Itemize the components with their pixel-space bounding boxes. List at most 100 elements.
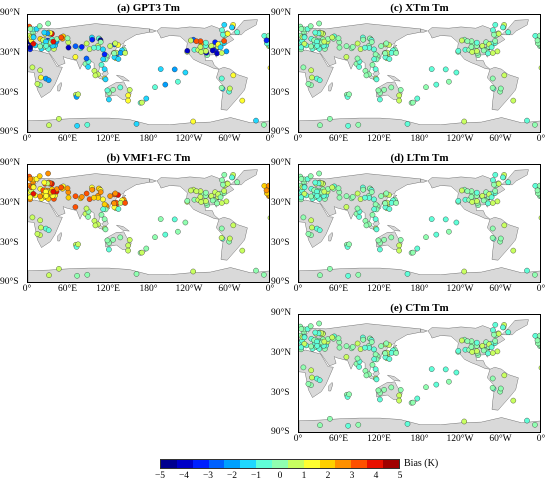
- station-marker: [363, 72, 370, 79]
- station-marker: [505, 29, 511, 36]
- map-canvas: [299, 19, 540, 132]
- station-marker: [428, 66, 435, 72]
- lat-label: 90°S: [0, 127, 19, 137]
- landmass: [420, 28, 428, 33]
- station-marker: [305, 231, 312, 237]
- station-marker: [371, 206, 377, 213]
- station-marker: [220, 31, 226, 38]
- station-marker: [65, 44, 72, 51]
- station-marker: [50, 38, 57, 45]
- station-marker: [171, 216, 178, 223]
- station-marker: [117, 234, 124, 241]
- station-marker: [321, 38, 328, 45]
- station-marker: [397, 87, 404, 93]
- station-marker: [193, 38, 200, 45]
- lon-label: 120°E: [367, 134, 391, 144]
- station-marker: [101, 66, 108, 73]
- panel-title: (b) VMF1-FC Tm: [106, 152, 191, 164]
- station-marker: [85, 64, 91, 70]
- station-marker: [209, 47, 216, 54]
- lon-label: 0°: [536, 284, 546, 294]
- lat-label: 90°N: [271, 158, 292, 168]
- station-marker: [538, 365, 540, 371]
- station-marker: [89, 186, 95, 193]
- station-marker: [314, 43, 320, 49]
- colorbar-segment: [287, 460, 304, 468]
- station-marker: [464, 338, 471, 345]
- lat-label: 30°N: [0, 198, 21, 208]
- station-marker: [190, 268, 196, 275]
- station-marker: [480, 47, 487, 54]
- station-marker: [489, 225, 496, 232]
- station-marker: [396, 392, 402, 399]
- station-marker: [43, 43, 49, 49]
- landmass: [149, 28, 157, 33]
- station-marker: [308, 217, 315, 224]
- station-marker: [139, 249, 145, 256]
- station-marker: [480, 197, 487, 204]
- station-marker: [175, 228, 181, 235]
- station-marker: [301, 190, 308, 197]
- station-marker: [371, 356, 377, 363]
- station-marker: [267, 65, 269, 71]
- station-marker: [453, 219, 460, 226]
- lon-label: 120°W: [175, 284, 203, 294]
- station-marker: [490, 27, 496, 33]
- station-marker: [510, 397, 517, 404]
- map-panel-d: (d) LTm Tm 90°N 30°N 30°S 90°S 0° 60°E 120°E 180…: [271, 152, 550, 299]
- station-marker: [534, 337, 540, 344]
- station-marker: [219, 177, 225, 183]
- station-marker: [335, 35, 342, 42]
- lat-label: 90°N: [271, 308, 292, 318]
- lon-label: 60°W: [218, 134, 241, 144]
- landmass: [299, 49, 334, 98]
- station-marker: [350, 44, 356, 50]
- station-marker: [72, 43, 79, 50]
- station-marker: [343, 354, 350, 360]
- station-marker: [453, 69, 460, 76]
- station-marker: [372, 51, 379, 58]
- station-marker: [335, 335, 342, 342]
- station-marker: [397, 237, 404, 243]
- station-marker: [162, 231, 169, 238]
- panel-title: (c) XTm Tm: [390, 2, 449, 14]
- station-marker: [230, 72, 237, 79]
- station-marker: [317, 272, 323, 278]
- station-marker: [489, 85, 496, 91]
- station-marker: [410, 249, 416, 256]
- station-marker: [536, 332, 540, 339]
- station-marker: [125, 92, 131, 99]
- station-marker: [393, 350, 399, 356]
- station-marker: [468, 344, 475, 350]
- station-marker: [396, 247, 402, 254]
- station-marker: [187, 37, 194, 44]
- station-marker: [175, 78, 181, 85]
- station-marker: [79, 194, 85, 200]
- station-marker: [492, 22, 499, 28]
- station-marker: [197, 44, 204, 50]
- colorbar-segment: [303, 460, 320, 468]
- station-marker: [363, 372, 370, 379]
- station-marker: [373, 76, 380, 83]
- lon-label: 0°: [265, 134, 275, 144]
- station-marker: [414, 395, 421, 402]
- lon-label: 120°W: [175, 134, 203, 144]
- station-marker: [500, 24, 506, 31]
- station-marker: [393, 200, 399, 206]
- station-marker: [386, 56, 393, 62]
- station-marker: [442, 366, 449, 373]
- lon-label: 60°E: [328, 284, 349, 294]
- station-marker: [378, 343, 384, 349]
- station-marker: [126, 87, 133, 93]
- lon-label: 120°E: [367, 434, 391, 444]
- station-marker: [505, 179, 511, 186]
- lon-label: 120°W: [446, 134, 474, 144]
- station-marker: [29, 214, 36, 221]
- landmass: [28, 49, 63, 98]
- station-marker: [56, 116, 62, 122]
- colorbar-tick-label: 2: [325, 471, 331, 481]
- station-marker: [307, 323, 314, 329]
- station-marker: [74, 123, 80, 129]
- landmass: [116, 225, 130, 232]
- station-marker: [492, 338, 498, 344]
